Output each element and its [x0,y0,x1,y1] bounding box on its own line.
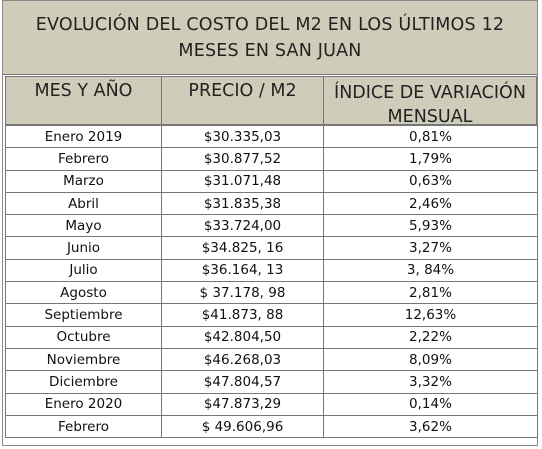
table-row: Septiembre $41.873, 88 12,63% [5,303,538,327]
table-row: Mayo $33.724,00 5,93% [5,214,538,238]
cell-variation: 3,32% [323,370,538,394]
cell-month: Octubre [5,325,162,349]
table-title: EVOLUCIÓN DEL COSTO DEL M2 EN LOS ÚLTIMO… [3,1,537,75]
header-month-year-label: MES Y AÑO [34,81,133,101]
cell-variation: 2,22% [323,325,538,349]
table-row: Enero 2020 $47.873,29 0,14% [5,392,538,416]
table-row: Enero 2019 $30.335,03 0,81% [5,124,538,149]
cell-price: $ 49.606,96 [161,414,324,439]
header-month-year: MES Y AÑO [6,77,162,124]
cell-month: Enero 2019 [5,124,162,149]
cell-month: Mayo [5,214,162,238]
table-row: Agosto $ 37.178, 98 2,81% [5,281,538,305]
cell-price: $47.873,29 [161,392,324,416]
cell-month: Abril [5,191,162,216]
header-variation-line-2: MENSUAL [387,107,473,127]
cell-month: Noviembre [5,347,162,372]
cell-variation: 2,81% [323,281,538,305]
table-row: Marzo $31.071,48 0,63% [5,169,538,193]
table-row: Abril $31.835,38 2,46% [5,191,538,216]
cell-month: Agosto [5,281,162,305]
cell-price: $46.268,03 [161,347,324,372]
header-price-label: PRECIO / M2 [188,81,297,101]
cell-month: Marzo [5,169,162,193]
cell-variation: 2,46% [323,191,538,216]
table-row: Noviembre $46.268,03 8,09% [5,347,538,372]
cell-month: Septiembre [5,303,162,327]
cell-month: Febrero [5,414,162,439]
cell-month: Junio [5,236,162,260]
header-variation-line-1: ÍNDICE DE VARIACIÓN [334,83,526,103]
header-row: MES Y AÑO PRECIO / M2 ÍNDICE DE VARIACIÓ… [5,76,537,127]
cell-variation: 0,81% [323,124,538,149]
cell-month: Diciembre [5,370,162,394]
cell-variation: 3,62% [323,414,538,439]
cell-variation: 0,14% [323,392,538,416]
cell-price: $ 37.178, 98 [161,281,324,305]
cell-variation: 1,79% [323,147,538,171]
table-row: Julio $36.164, 13 3, 84% [5,258,538,283]
cell-month: Enero 2020 [5,392,162,416]
cell-month: Febrero [5,147,162,171]
data-table: Enero 2019 $30.335,03 0,81% Febrero $30.877,… [5,124,538,439]
table-row: Octubre $42.804,50 2,22% [5,325,538,349]
cell-price: $31.835,38 [161,191,324,216]
title-line-1: EVOLUCIÓN DEL COSTO DEL M2 EN LOS ÚLTIMO… [35,14,505,35]
title-line-2: MESES EN SAN JUAN [178,40,362,61]
cell-variation: 8,09% [323,347,538,372]
cell-month: Julio [5,258,162,283]
cell-price: $41.873, 88 [161,303,324,327]
table-row: Febrero $ 49.606,96 3,62% [5,414,538,439]
header-variation-index: ÍNDICE DE VARIACIÓN MENSUAL [324,77,536,127]
cell-price: $30.877,52 [161,147,324,171]
cell-variation: 0,63% [323,169,538,193]
cell-price: $42.804,50 [161,325,324,349]
cell-variation: 5,93% [323,214,538,238]
table-row: Junio $34.825, 16 3,27% [5,236,538,260]
table-row: Diciembre $47.804,57 3,32% [5,370,538,394]
cell-price: $31.071,48 [161,169,324,193]
cell-price: $33.724,00 [161,214,324,238]
cell-variation: 12,63% [323,303,538,327]
cell-price: $30.335,03 [161,124,324,149]
table-body: Enero 2019 $30.335,03 0,81% Febrero $30.877,… [5,124,538,439]
cell-price: $36.164, 13 [161,258,324,283]
header-price: PRECIO / M2 [162,77,324,124]
table-row: Febrero $30.877,52 1,79% [5,147,538,171]
cell-price: $47.804,57 [161,370,324,394]
cell-variation: 3,27% [323,236,538,260]
cell-variation: 3, 84% [323,258,538,283]
cell-price: $34.825, 16 [161,236,324,260]
